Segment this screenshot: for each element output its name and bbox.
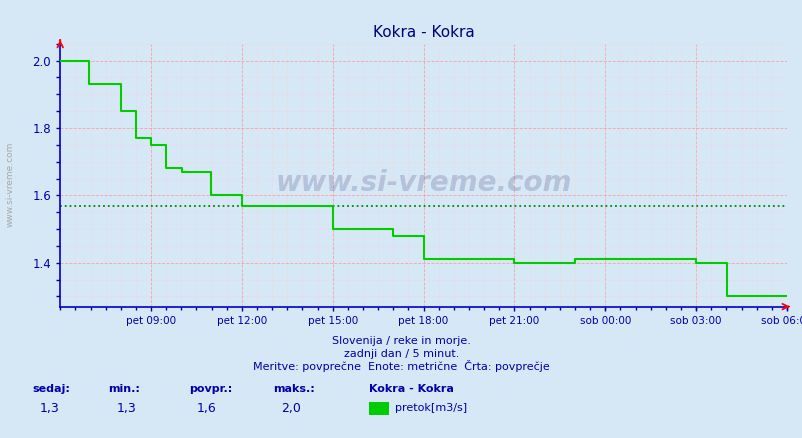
Text: povpr.:: povpr.:: [188, 384, 232, 394]
Text: 1,3: 1,3: [116, 402, 136, 415]
Text: pretok[m3/s]: pretok[m3/s]: [395, 403, 467, 413]
Text: Kokra - Kokra: Kokra - Kokra: [369, 384, 454, 394]
Text: zadnji dan / 5 minut.: zadnji dan / 5 minut.: [343, 349, 459, 359]
Text: 1,6: 1,6: [196, 402, 217, 415]
Title: Kokra - Kokra: Kokra - Kokra: [372, 25, 474, 40]
Text: www.si-vreme.com: www.si-vreme.com: [5, 141, 14, 226]
Text: maks.:: maks.:: [273, 384, 314, 394]
Text: 1,3: 1,3: [40, 402, 60, 415]
Text: Meritve: povprečne  Enote: metrične  Črta: povprečje: Meritve: povprečne Enote: metrične Črta:…: [253, 360, 549, 372]
Text: 2,0: 2,0: [281, 402, 301, 415]
Text: min.:: min.:: [108, 384, 140, 394]
Text: www.si-vreme.com: www.si-vreme.com: [275, 169, 571, 197]
Text: Slovenija / reke in morje.: Slovenija / reke in morje.: [332, 336, 470, 346]
Text: sedaj:: sedaj:: [32, 384, 70, 394]
